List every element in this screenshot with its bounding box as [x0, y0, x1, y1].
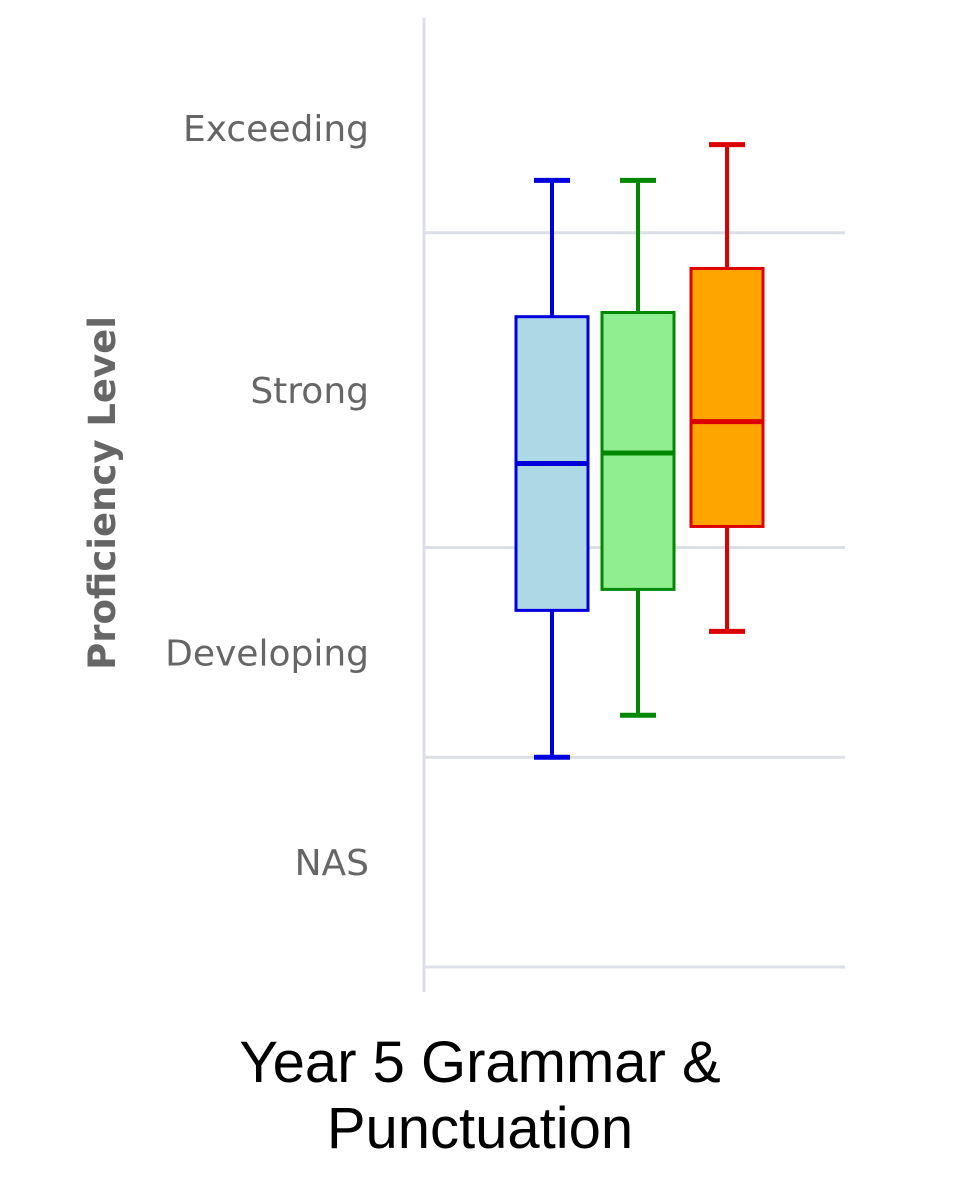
y-tick-label: Strong — [250, 371, 369, 412]
box-plot-3 — [689, 142, 765, 634]
chart-title: Year 5 Grammar & Punctuation — [239, 1030, 721, 1161]
box-plots — [514, 142, 765, 760]
y-tick-label: Developing — [165, 633, 369, 674]
box-plot-2 — [600, 177, 676, 718]
y-tick-labels: NAS Developing Strong Exceeding — [165, 109, 369, 884]
y-tick-label: NAS — [295, 843, 369, 884]
box-plot-1 — [514, 177, 590, 760]
box — [689, 266, 765, 528]
y-tick-label: Exceeding — [183, 109, 369, 150]
y-axis-title: Proficiency Level — [81, 316, 124, 670]
